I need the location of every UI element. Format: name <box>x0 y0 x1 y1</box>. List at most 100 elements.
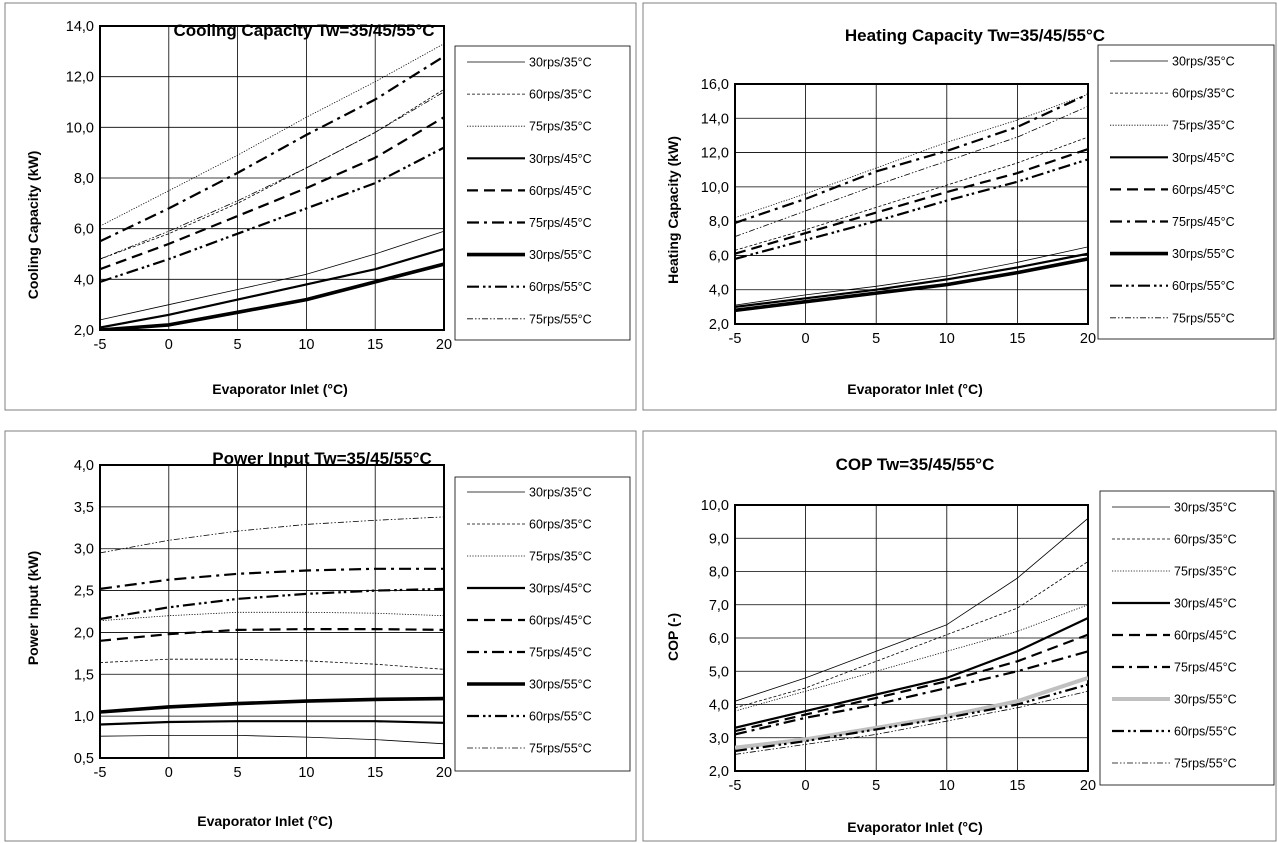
legend-label: 60rps/35°C <box>529 88 592 102</box>
series-line-30rps-35-C <box>735 246 1088 306</box>
y-tick-label: 4,0 <box>709 698 729 714</box>
x-tick-label: 10 <box>939 331 955 347</box>
chart-title: Power Input Tw=35/45/55°C <box>212 449 432 468</box>
plot-area-border <box>734 504 1089 772</box>
y-tick-label: 6,0 <box>709 631 729 647</box>
y-tick-label: 3,0 <box>74 542 94 558</box>
x-tick-label: 15 <box>367 765 383 781</box>
legend-box <box>454 476 631 772</box>
legend-label: 75rps/55°C <box>1172 311 1235 325</box>
y-axis-label: Power Input (kW) <box>25 551 41 665</box>
x-tick-label: 10 <box>939 778 955 794</box>
y-tick-label: 8,0 <box>74 171 94 187</box>
series-line-30rps-45-C <box>100 247 444 329</box>
x-tick-label: -5 <box>729 778 742 794</box>
series-line-75rps-35-C <box>100 611 444 622</box>
x-tick-label: 5 <box>234 765 242 781</box>
y-axis-label: Cooling Capacity (kW) <box>25 151 41 300</box>
y-tick-label: 6,0 <box>709 248 729 264</box>
series-line-60rps-55-C <box>735 683 1088 753</box>
legend-label: 60rps/45°C <box>1174 629 1237 643</box>
legend-label: 75rps/55°C <box>529 312 592 326</box>
legend-label: 75rps/35°C <box>1174 565 1237 579</box>
plot-area-border <box>99 25 445 331</box>
x-tick-label: 5 <box>872 778 880 794</box>
x-tick-label: 0 <box>802 778 810 794</box>
x-tick-label: -5 <box>729 331 742 347</box>
legend-label: 75rps/45°C <box>1174 661 1237 675</box>
series-line-30rps-35-C <box>100 735 444 745</box>
y-tick-label: 2,0 <box>709 317 729 333</box>
legend-label: 60rps/45°C <box>529 184 592 198</box>
y-axis-label: Heating Capacity (kW) <box>665 136 681 284</box>
x-tick-label: 20 <box>436 337 452 353</box>
legend-label: 60rps/55°C <box>1174 725 1237 739</box>
series-line-30rps-45-C <box>735 252 1088 308</box>
cop-chart: -5 0 5 10 15 20 2,0 3,0 4,0 5,0 6,0 7,0 8,0 9,0 10,0 CO… <box>642 430 1277 842</box>
legend-label: 30rps/35°C <box>529 486 592 500</box>
y-tick-label: 8,0 <box>709 565 729 581</box>
series-line-75rps-55-C <box>100 91 444 260</box>
series-line-60rps-55-C <box>735 158 1088 260</box>
y-tick-label: 0,5 <box>74 751 94 767</box>
y-tick-label: 4,0 <box>74 272 94 288</box>
y-tick-label: 10,0 <box>701 498 729 514</box>
cooling-capacity-chart: -5 0 5 10 15 20 2,0 4,0 6,0 8,0 10,0 12,0 14,0 Coolin… <box>4 2 637 411</box>
legend-label: 75rps/45°C <box>529 646 592 660</box>
series-group <box>735 93 1088 313</box>
x-tick-label: 20 <box>1080 778 1096 794</box>
series-line-30rps-55-C <box>735 257 1088 313</box>
legend-label: 30rps/45°C <box>529 152 592 166</box>
legend-label: 60rps/35°C <box>1174 533 1237 547</box>
x-tick-label: 5 <box>872 331 880 347</box>
x-axis-label: Evaporator Inlet (°C) <box>847 381 983 397</box>
series-line-30rps-45-C <box>100 720 444 726</box>
y-tick-label: 14,0 <box>701 111 729 127</box>
power-input-chart: -5 0 5 10 15 20 0,5 1,0 1,5 2,0 2,5 3,0 3,5 4,0 Power … <box>4 430 637 842</box>
series-group <box>100 43 444 330</box>
series-line-60rps-45-C <box>735 148 1088 255</box>
y-tick-label: 16,0 <box>701 77 729 93</box>
legend-box <box>454 45 631 341</box>
chart-title: Heating Capacity Tw=35/45/55°C <box>845 26 1105 45</box>
plot-area-border <box>734 83 1089 325</box>
legend: 30rps/35°C 60rps/35°C 75rps/35°C 30rps/45°C… <box>1099 490 1275 786</box>
y-tick-label: 2,5 <box>74 584 94 600</box>
series-line-60rps-55-C <box>100 587 444 621</box>
series-line-30rps-55-C <box>735 676 1088 750</box>
x-axis-label: Evaporator Inlet (°C) <box>212 381 348 397</box>
series-line-60rps-45-C <box>100 116 444 271</box>
x-tick-label: 20 <box>436 765 452 781</box>
series-group <box>735 517 1088 755</box>
y-tick-label: 10,0 <box>701 180 729 196</box>
series-group <box>100 516 444 745</box>
x-tick-label: 5 <box>234 337 242 353</box>
series-line-60rps-55-C <box>100 146 444 283</box>
legend-label: 60rps/35°C <box>1172 87 1235 101</box>
legend-label: 60rps/45°C <box>1172 183 1235 197</box>
legend-label: 60rps/55°C <box>529 280 592 294</box>
legend-label: 30rps/45°C <box>1172 151 1235 165</box>
x-tick-label: 20 <box>1080 331 1096 347</box>
y-tick-label: 4,0 <box>709 283 729 299</box>
y-tick-label: 10,0 <box>66 120 94 136</box>
legend-label: 30rps/55°C <box>529 248 592 262</box>
legend-label: 30rps/45°C <box>1174 597 1237 611</box>
series-line-75rps-45-C <box>735 93 1088 224</box>
series-line-30rps-35-C <box>100 230 444 321</box>
legend-label: 60rps/55°C <box>529 710 592 724</box>
legend-label: 75rps/45°C <box>1172 215 1235 229</box>
legend-label: 75rps/35°C <box>1172 119 1235 133</box>
legend-label: 30rps/55°C <box>529 678 592 692</box>
legend-label: 30rps/35°C <box>1174 501 1237 515</box>
y-tick-label: 3,5 <box>74 500 94 516</box>
y-tick-label: 4,0 <box>74 458 94 474</box>
series-line-75rps-45-C <box>100 55 444 243</box>
y-tick-label: 3,0 <box>709 731 729 747</box>
y-tick-label: 8,0 <box>709 214 729 230</box>
series-line-60rps-45-C <box>100 627 444 642</box>
legend-label: 30rps/35°C <box>529 56 592 70</box>
legend: 30rps/35°C 60rps/35°C 75rps/35°C 30rps/45°C… <box>454 45 631 341</box>
series-line-30rps-35-C <box>735 517 1088 702</box>
